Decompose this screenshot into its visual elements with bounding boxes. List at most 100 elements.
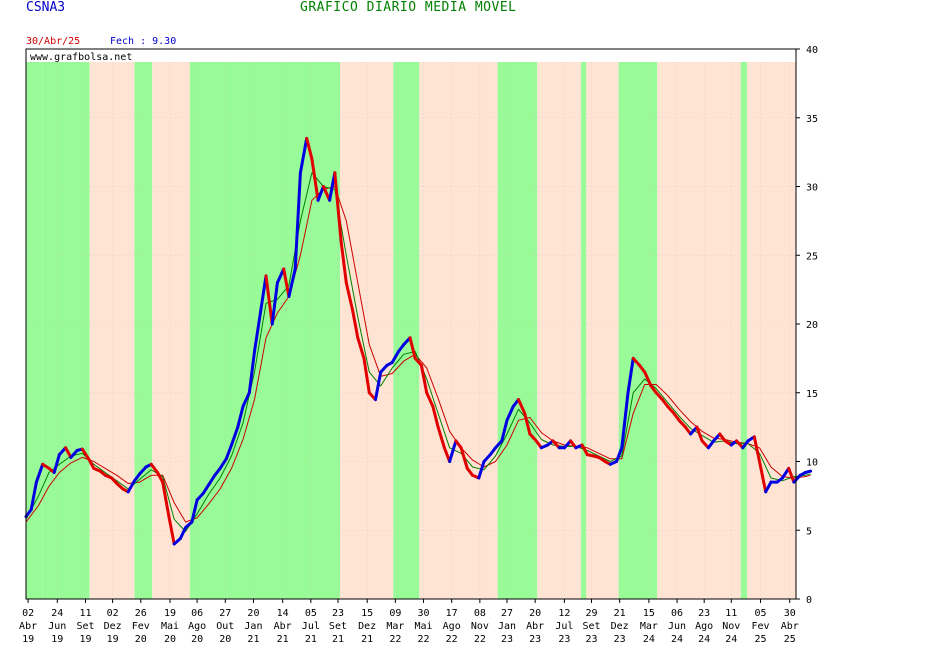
y-tick-label: 10 — [806, 458, 818, 469]
price-segment — [494, 439, 504, 450]
trend-band-down — [152, 62, 190, 599]
x-tick-label: 24 — [698, 634, 710, 645]
x-tick-label: 21 — [247, 634, 259, 645]
x-tick-label: 25 — [784, 634, 796, 645]
price-segment — [419, 363, 429, 395]
x-tick-label: Abr — [274, 621, 292, 632]
price-segment — [448, 439, 458, 463]
x-tick-label: Jun — [668, 621, 686, 632]
x-tick-label: 21 — [361, 634, 373, 645]
price-segment — [52, 453, 61, 474]
x-tick-label: 19 — [79, 634, 91, 645]
price-segment — [408, 336, 417, 360]
price-segment — [517, 398, 527, 415]
price-segment — [500, 418, 509, 443]
y-tick-label: 30 — [806, 183, 818, 194]
x-tick-label: 23 — [529, 634, 541, 645]
y-tick-label: 25 — [806, 251, 818, 262]
price-segment — [413, 356, 423, 367]
x-tick-label: 05 — [305, 608, 317, 619]
trend-band-up — [497, 62, 538, 599]
x-tick-label: Out — [216, 621, 234, 632]
price-segment — [64, 446, 73, 459]
x-tick-label: 27 — [501, 608, 513, 619]
x-tick-label: 26 — [135, 608, 147, 619]
price-segment — [190, 498, 199, 524]
trend-band-up — [189, 62, 341, 599]
price-segment — [293, 171, 302, 271]
trend-band-down — [419, 62, 498, 599]
price-segment — [780, 466, 791, 480]
x-tick-label: 19 — [51, 634, 63, 645]
x-tick-label: Jul — [302, 621, 320, 632]
price-segment — [126, 479, 136, 494]
price-segment — [310, 157, 320, 202]
price-segment — [459, 446, 469, 470]
price-segment — [677, 418, 687, 429]
price-segment — [562, 439, 573, 450]
quote-date: 30/Abr/25 — [26, 36, 81, 47]
price-segment — [528, 432, 538, 443]
x-tick-label: 22 — [474, 634, 486, 645]
price-segment — [362, 356, 371, 395]
x-tick-label: Abr — [526, 621, 544, 632]
trend-band-up — [618, 62, 658, 599]
x-tick-label: Nov — [722, 621, 740, 632]
x-tick-label: Jun — [48, 621, 66, 632]
price-segment — [700, 439, 710, 450]
watermark: www.grafbolsa.net — [30, 52, 132, 63]
price-segment — [631, 356, 641, 367]
x-tick-label: 02 — [22, 608, 34, 619]
price-segment — [356, 336, 366, 360]
x-tick-label: 19 — [22, 634, 34, 645]
y-tick-label: 5 — [806, 526, 812, 537]
trend-band-up — [393, 62, 420, 599]
x-tick-label: 12 — [558, 608, 570, 619]
x-tick-label: 09 — [389, 608, 401, 619]
x-tick-label: 22 — [417, 634, 429, 645]
price-segment — [379, 363, 389, 374]
price-segment — [580, 443, 589, 457]
x-tick-label: 19 — [164, 608, 176, 619]
x-tick-label: Jan — [244, 621, 262, 632]
y-tick-label: 15 — [806, 389, 818, 400]
y-axis: 0 5 10 15 20 25 30 35 40 — [796, 45, 818, 606]
price-segment — [477, 460, 486, 480]
series-lines — [24, 136, 813, 546]
x-tick-label: 20 — [135, 634, 147, 645]
price-segment — [390, 350, 400, 364]
price-segment — [505, 405, 515, 422]
price-segment — [374, 370, 383, 402]
x-tick-label: 24 — [51, 608, 63, 619]
price-segment — [264, 274, 274, 326]
x-tick-label: 08 — [474, 608, 486, 619]
x-tick-label: 23 — [558, 634, 570, 645]
price-segment — [316, 185, 325, 202]
price-segment — [626, 356, 635, 395]
y-tick-label: 35 — [806, 114, 818, 125]
x-tick-label: Ago — [695, 621, 713, 632]
price-segment — [259, 274, 268, 312]
x-tick-label: Dez — [611, 621, 629, 632]
price-segment — [287, 267, 297, 298]
price-segment — [167, 515, 176, 546]
x-tick-label: Dez — [104, 621, 122, 632]
x-tick-label: 02 — [107, 608, 119, 619]
x-tick-label: Dez — [358, 621, 376, 632]
price-segment — [654, 391, 664, 402]
x-tick-label: Jul — [555, 621, 573, 632]
x-tick-label: 24 — [725, 634, 737, 645]
x-tick-label: 21 — [332, 634, 344, 645]
price-segment — [195, 491, 205, 502]
trend-band-down — [537, 62, 582, 599]
price-segment — [253, 308, 263, 353]
price-segment — [752, 435, 761, 463]
x-tick-label: Mai — [414, 621, 432, 632]
price-segment — [87, 457, 96, 470]
x-tick-label: Set — [76, 621, 94, 632]
price-segment — [431, 405, 440, 429]
close-price-label: Fech : 9.30 — [110, 36, 177, 47]
y-tick-label: 40 — [806, 45, 818, 56]
price-segment — [643, 370, 653, 388]
